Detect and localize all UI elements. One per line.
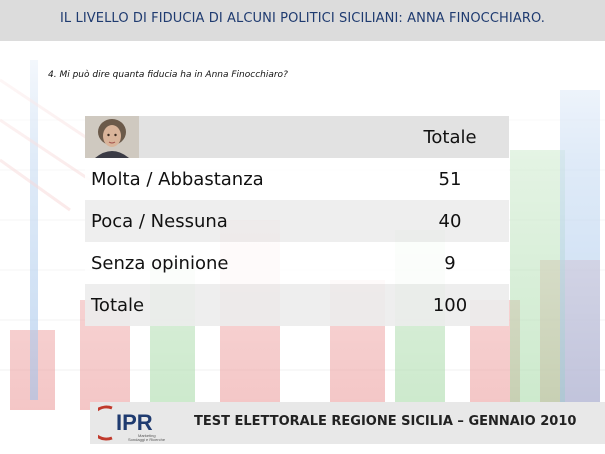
footer-text: TEST ELETTORALE REGIONE SICILIA – GENNAI… — [194, 414, 577, 429]
svg-text:Marketing: Marketing — [138, 433, 156, 438]
table-row: Totale 100 — [85, 284, 509, 326]
results-table: Totale Molta / Abbastanza 51 Poca / Ness… — [85, 116, 509, 326]
page-title: IL LIVELLO DI FIDUCIA DI ALCUNI POLITICI… — [60, 11, 545, 26]
table-row: Senza opinione 9 — [85, 242, 509, 284]
question-text: 4. Mi può dire quanta fiducia ha in Anna… — [48, 70, 288, 80]
politician-photo — [85, 116, 139, 158]
table-row: Molta / Abbastanza 51 — [85, 158, 509, 200]
row-label: Totale — [85, 284, 391, 326]
svg-text:IPR: IPR — [116, 410, 153, 435]
column-header-totale: Totale — [391, 116, 509, 158]
row-value: 100 — [391, 284, 509, 326]
photo-cell — [85, 116, 391, 158]
row-label: Molta / Abbastanza — [85, 158, 391, 200]
table-header-row: Totale — [85, 116, 509, 158]
title-bar — [0, 0, 605, 41]
row-value: 40 — [391, 200, 509, 242]
footer-bar — [90, 402, 605, 444]
table-row: Poca / Nessuna 40 — [85, 200, 509, 242]
row-value: 9 — [391, 242, 509, 284]
ipr-logo: IPR Marketing Sondaggi e Ricerche — [98, 405, 166, 442]
row-value: 51 — [391, 158, 509, 200]
row-label: Poca / Nessuna — [85, 200, 391, 242]
svg-text:Sondaggi e Ricerche: Sondaggi e Ricerche — [128, 437, 166, 442]
row-label: Senza opinione — [85, 242, 391, 284]
